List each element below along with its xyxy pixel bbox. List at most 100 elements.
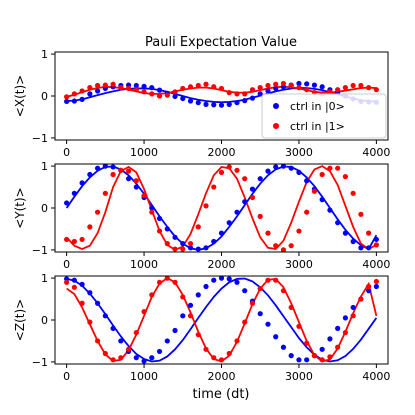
data-point-blue [180, 241, 186, 247]
data-point-red [71, 284, 77, 290]
data-point-blue [180, 313, 186, 319]
data-point-red [280, 288, 287, 294]
data-point-blue [218, 102, 225, 108]
data-point-red [342, 85, 349, 91]
data-point-red [110, 357, 116, 363]
data-point-blue [327, 207, 333, 213]
data-point-blue [64, 98, 70, 105]
data-point-red [172, 89, 178, 95]
data-point-red [187, 313, 194, 319]
x-tick-label: 4000 [362, 258, 390, 271]
data-point-red [304, 209, 310, 215]
data-point-blue [149, 85, 155, 91]
data-point-red [203, 81, 209, 87]
data-point-blue [265, 88, 271, 94]
data-point-blue [257, 91, 263, 97]
data-point-red [335, 165, 341, 171]
data-point-blue [280, 344, 287, 350]
data-point-red [141, 309, 147, 315]
data-point-red [218, 85, 225, 92]
data-point-blue [226, 101, 232, 107]
data-point-red [141, 89, 147, 95]
x-tick-label: 1000 [130, 146, 158, 159]
data-point-red [94, 209, 101, 215]
data-point-red [102, 82, 108, 88]
data-point-red [288, 304, 294, 311]
data-point-blue [350, 238, 356, 245]
data-point-blue [71, 190, 77, 196]
x-tick-label: 0 [63, 370, 70, 383]
data-point-red [164, 275, 170, 281]
data-point-red [79, 88, 85, 94]
data-point-blue [257, 176, 263, 182]
data-point-blue [149, 355, 155, 361]
data-point-red [304, 87, 310, 93]
data-point-red [288, 82, 294, 89]
data-point-blue [164, 338, 170, 344]
data-point-red [149, 91, 155, 97]
data-point-red [71, 91, 77, 97]
data-point-blue [280, 163, 287, 169]
data-point-blue [304, 357, 310, 363]
data-point-red [257, 285, 263, 292]
data-point-red [327, 89, 333, 95]
y-axis-label: <Z(t)> [13, 299, 27, 341]
data-point-blue [296, 357, 302, 363]
data-point-red [87, 85, 93, 91]
x-tick-label: 2000 [208, 370, 236, 383]
y-tick-label: 1 [41, 160, 48, 173]
legend-marker-red [273, 123, 279, 129]
data-point-blue [94, 165, 101, 171]
data-point-red [141, 192, 147, 199]
data-point-blue [234, 209, 240, 215]
data-point-blue [141, 83, 147, 89]
data-point-blue [203, 101, 209, 107]
data-point-red [373, 87, 379, 93]
fit-line-red [66, 277, 378, 363]
data-point-red [234, 338, 240, 344]
data-point-red [280, 247, 287, 253]
data-point-blue [87, 91, 93, 97]
data-point-blue [94, 88, 101, 94]
data-point-red [149, 292, 155, 298]
data-point-red [350, 82, 356, 89]
x-tick-label: 3000 [285, 146, 313, 159]
data-point-blue [342, 230, 349, 236]
data-point-blue [133, 82, 139, 89]
data-point-red [342, 329, 349, 336]
data-point-blue [211, 277, 217, 283]
data-point-blue [172, 234, 178, 240]
data-point-red [234, 91, 240, 97]
data-point-red [164, 241, 170, 247]
data-point-blue [71, 98, 77, 104]
data-point-blue [110, 325, 116, 331]
data-point-red [125, 346, 132, 352]
data-point-red [102, 190, 108, 196]
data-point-blue [350, 304, 356, 311]
legend: ctrl in |0> ctrl in |1> [261, 93, 387, 139]
data-point-blue [172, 93, 178, 100]
data-point-red [133, 178, 139, 184]
data-point-red [273, 277, 279, 283]
data-point-blue [195, 246, 201, 252]
data-point-blue [242, 288, 248, 294]
data-point-blue [304, 178, 310, 184]
data-point-red [288, 243, 294, 249]
data-point-red [118, 85, 124, 91]
data-point-red [118, 355, 124, 361]
data-point-blue [71, 277, 77, 283]
x-axis-label: time (dt) [193, 387, 250, 402]
subplot-frame [54, 163, 389, 253]
data-point-blue [211, 102, 217, 108]
data-point-red [226, 90, 232, 96]
data-point-red [366, 230, 372, 236]
fit-line-blue [66, 277, 378, 363]
data-point-red [187, 84, 194, 90]
data-point-red [125, 85, 132, 92]
data-point-blue [265, 168, 271, 174]
data-point-red [265, 82, 271, 89]
data-point-red [180, 85, 186, 92]
